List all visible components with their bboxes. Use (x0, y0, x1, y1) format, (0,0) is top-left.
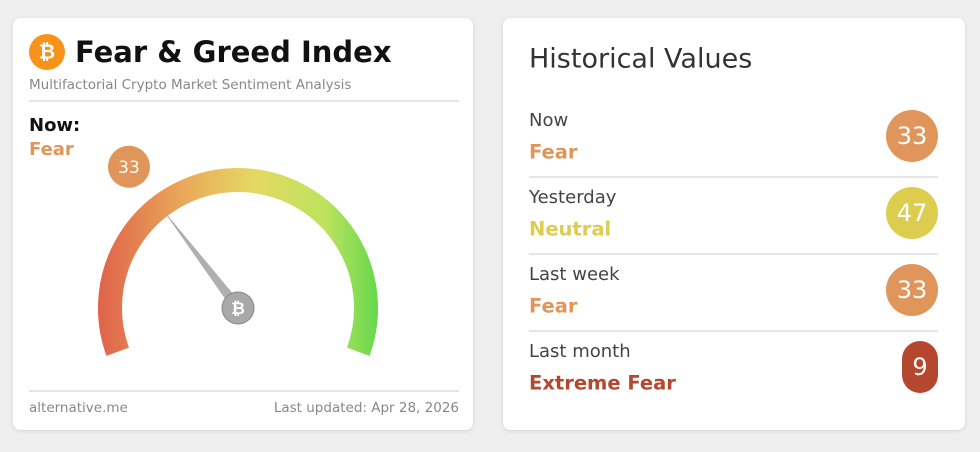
value-badge (107, 145, 150, 188)
row-value: 9 (912, 353, 927, 381)
now-classification: Fear (29, 139, 74, 160)
subtitle: Multifactorial Crypto Market Sentiment A… (29, 77, 351, 93)
row-value: 33 (897, 122, 928, 150)
source: alternative.me (29, 400, 128, 416)
row-label: Last week (529, 264, 620, 285)
needle-hub (221, 291, 255, 325)
row-classification: Fear (529, 295, 578, 318)
row-badge (886, 264, 938, 316)
gauge: ₿ 33 (98, 145, 378, 356)
row-badge (886, 187, 938, 239)
history-rows: Now Fear 33 Yesterday Neutral 47 Last week Fear… (528, 110, 938, 395)
row-value: 33 (897, 276, 928, 304)
bitcoin-logo (29, 34, 65, 70)
row-value: 47 (897, 199, 928, 227)
title: Fear & Greed Index (75, 35, 392, 69)
row-badge (886, 110, 938, 162)
row-badge (902, 341, 938, 393)
hub-symbol: ₿ (231, 299, 245, 319)
now-label: Now: (29, 115, 80, 136)
history-card (503, 18, 965, 430)
bitcoin-symbol: ₿ (39, 40, 55, 64)
gauge-arc (98, 168, 378, 356)
value-badge-text: 33 (118, 158, 140, 178)
row-classification: Extreme Fear (529, 372, 676, 395)
row-label: Last month (529, 341, 631, 362)
row-classification: Neutral (529, 218, 611, 241)
history-title: Historical Values (529, 44, 752, 75)
row-classification: Fear (529, 141, 578, 164)
row-label: Now (529, 110, 568, 131)
last-updated: Last updated: Apr 28, 2026 (274, 400, 459, 416)
row-label: Yesterday (528, 187, 617, 208)
